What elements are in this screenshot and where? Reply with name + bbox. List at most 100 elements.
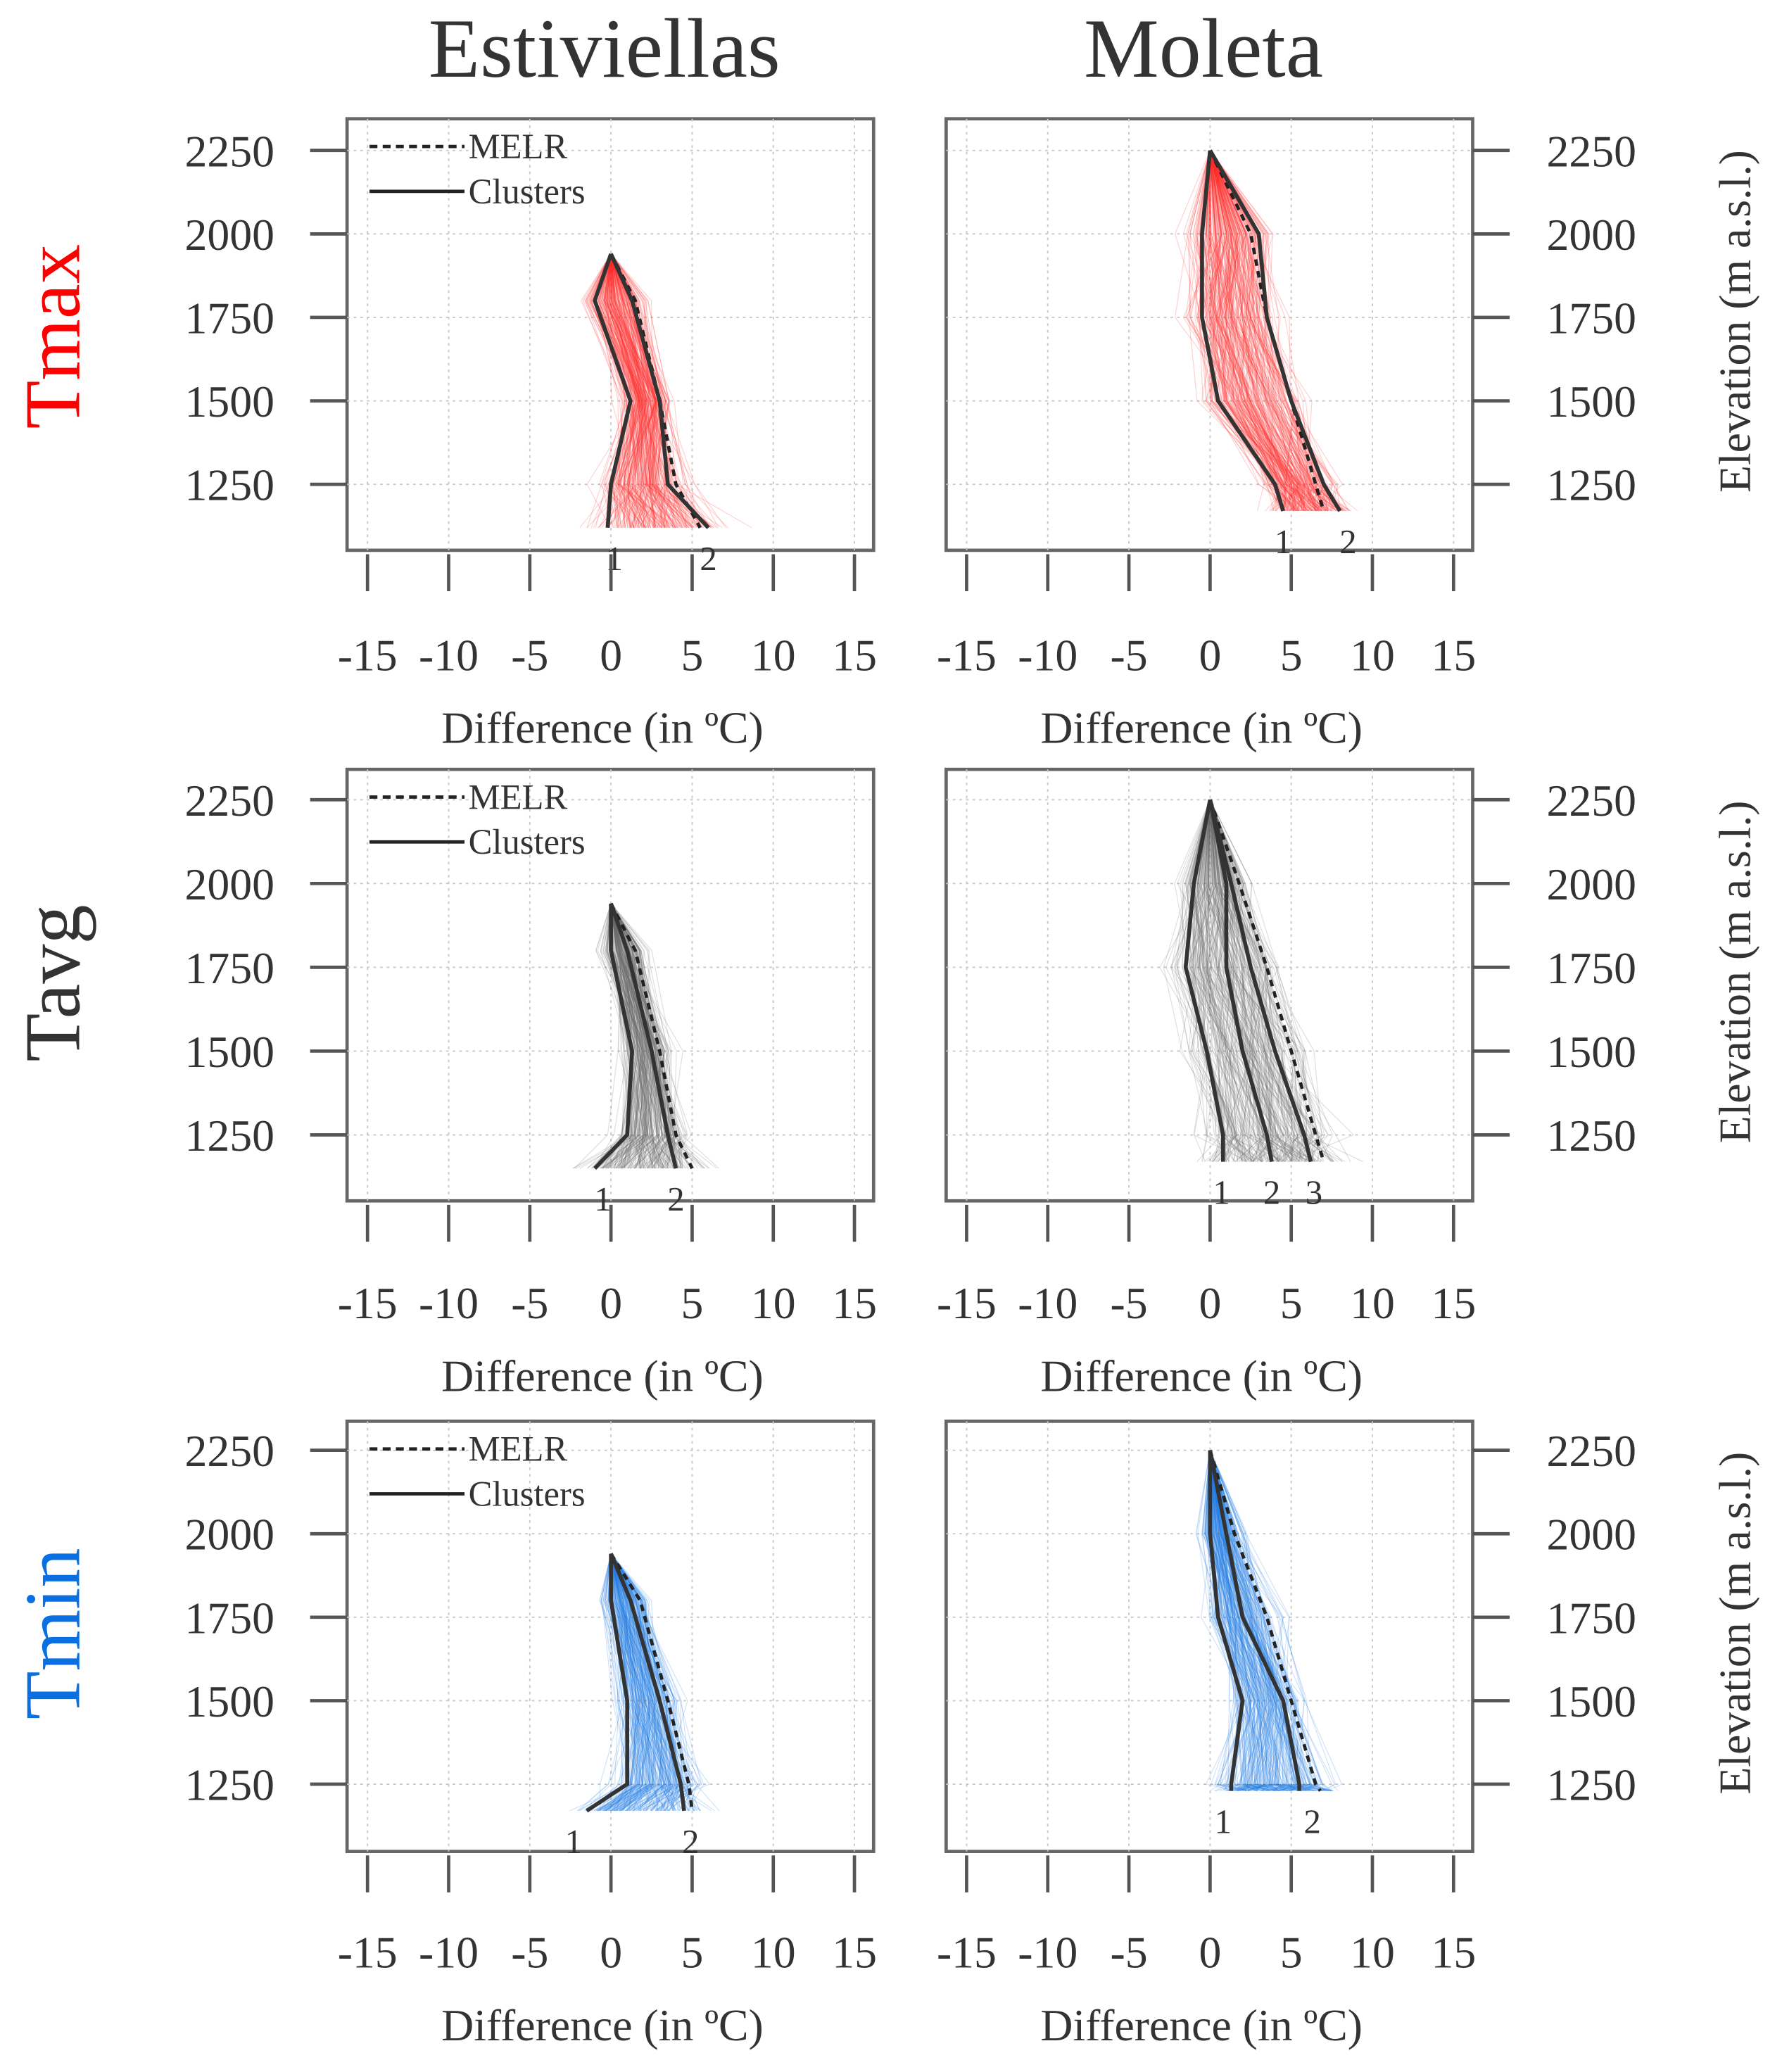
ensemble-line (1207, 150, 1296, 512)
ensemble-line (610, 903, 679, 1169)
ensemble-line (1209, 150, 1301, 512)
ensemble-line (610, 903, 656, 1169)
ensemble-line (1209, 150, 1298, 512)
ensemble-line (610, 253, 663, 528)
ensemble-line (605, 253, 652, 529)
ensemble-line (1209, 1450, 1276, 1792)
ensemble-line (610, 903, 647, 1169)
ensemble-line (1209, 150, 1306, 512)
ensemble-line (1208, 800, 1247, 1162)
ensemble-line (1209, 150, 1285, 512)
ensemble-line (1209, 150, 1348, 512)
ensemble-line (1209, 150, 1344, 512)
ensemble-line (610, 1553, 666, 1812)
ensemble-line (1209, 150, 1321, 512)
ensemble-line (1209, 1450, 1278, 1792)
ensemble-line (610, 253, 681, 529)
ensemble-line (610, 1553, 671, 1812)
ensemble-line (1206, 800, 1245, 1162)
ensemble-line (599, 1553, 619, 1812)
ensemble-line (610, 253, 668, 529)
ensemble-line (1205, 150, 1286, 512)
ensemble-line (1209, 1450, 1278, 1792)
ensemble-line (610, 903, 676, 1169)
ensemble-line (610, 253, 713, 529)
melr-line (609, 1553, 694, 1812)
ensemble-line (1205, 150, 1285, 512)
ensemble-line (1209, 1450, 1294, 1792)
ensemble-line (605, 903, 649, 1169)
ensemble-line (609, 253, 644, 528)
ensemble-line (1209, 1450, 1266, 1792)
ensemble-line (1209, 150, 1336, 512)
ensemble-line (610, 1553, 669, 1812)
ensemble-line (1209, 150, 1287, 512)
ensemble-line (610, 253, 678, 529)
x-tick-label: 15 (832, 1928, 877, 1978)
ensemble-line (1209, 1450, 1284, 1792)
ensemble-line (1209, 150, 1327, 512)
ensemble-line (1209, 1450, 1288, 1792)
ensemble-line (1195, 150, 1296, 512)
x-tick-label: 10 (1350, 631, 1395, 681)
ensemble-line (1209, 1450, 1278, 1792)
ensemble-line (598, 253, 643, 528)
ensemble-line (602, 253, 650, 528)
ensemble-line (610, 1553, 664, 1812)
ensemble-line (1209, 1450, 1251, 1792)
ensemble-line (1206, 800, 1275, 1162)
cluster-label-3: 3 (1306, 1174, 1322, 1212)
ensemble-line (607, 253, 663, 528)
ensemble-line (1209, 800, 1289, 1162)
column-title-moleta: Moleta (1084, 1, 1323, 95)
ensemble-line (1198, 800, 1257, 1162)
ensemble-line (572, 903, 638, 1169)
ensemble-line (1209, 800, 1335, 1162)
ensemble-line (1191, 800, 1254, 1162)
ensemble-line (610, 1553, 659, 1812)
ensemble-line (589, 253, 635, 529)
ensemble-line (610, 253, 653, 528)
ensemble-line (1209, 150, 1320, 512)
ensemble-line (1209, 800, 1329, 1163)
ensemble-line (1209, 150, 1294, 512)
ensemble-line (1189, 150, 1282, 512)
ensemble-line (1209, 800, 1281, 1162)
x-tick-label: -10 (1018, 1928, 1078, 1978)
ensemble-line (1176, 800, 1234, 1162)
ensemble-line (609, 253, 643, 528)
x-tick-label: 0 (600, 1928, 622, 1978)
x-tick-label: 0 (600, 631, 622, 681)
ensemble-line (1209, 800, 1296, 1162)
ensemble-line (1209, 150, 1329, 512)
ensemble-line (610, 903, 660, 1169)
ensemble-line (610, 903, 674, 1169)
ensemble-line (610, 1553, 649, 1812)
ensemble-line (1209, 1450, 1246, 1791)
ensemble-line (1209, 1450, 1272, 1792)
ensemble-line (1209, 1450, 1306, 1792)
ensemble-line (1209, 800, 1322, 1163)
ensemble-line (1209, 150, 1310, 512)
ensemble-line (1209, 150, 1290, 512)
ensemble-line (1209, 1450, 1310, 1792)
ensemble-line (606, 1553, 638, 1812)
ensemble-line (608, 253, 654, 529)
ensemble-line (610, 903, 670, 1169)
ensemble-line (1209, 150, 1351, 512)
ensemble-line (610, 253, 666, 528)
ensemble-line (610, 1553, 668, 1812)
ensemble-line (602, 903, 642, 1169)
x-tick-label: -15 (937, 1278, 997, 1328)
ensemble-line (1209, 150, 1334, 512)
ensemble-line (610, 903, 645, 1169)
ensemble-line (1208, 800, 1316, 1163)
ensemble-line (1209, 150, 1313, 512)
ensemble-line (1209, 150, 1288, 512)
y-tick-label: 1500 (185, 1027, 275, 1077)
ensemble-line (1209, 1450, 1275, 1791)
ensemble-line (610, 253, 676, 528)
ensemble-line (610, 253, 665, 528)
ensemble-line (1199, 150, 1295, 512)
ensemble-line (1209, 150, 1320, 512)
